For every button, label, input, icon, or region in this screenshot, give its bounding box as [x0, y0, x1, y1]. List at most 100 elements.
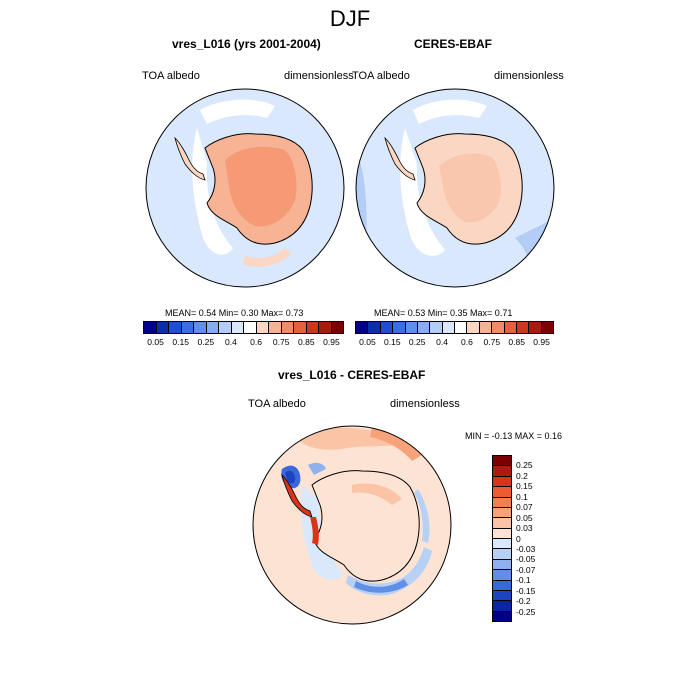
colorbar-swatch — [455, 322, 468, 333]
model-panel-title: vres_L016 (yrs 2001-2004) — [172, 37, 321, 51]
colorbar-swatch — [219, 322, 232, 333]
colorbar-tick-label: 0.75 — [272, 337, 290, 347]
model-sea-ice-north — [200, 99, 275, 124]
colorbar-swatch — [430, 322, 443, 333]
obs-colorbar-ticks: 0.05 0.15 0.25 0.4 0.6 0.75 0.85 0.95 — [355, 337, 554, 349]
model-variable-label: TOA albedo — [142, 70, 200, 82]
colorbar-tick-label: 0.1 — [516, 491, 528, 502]
colorbar-swatch — [281, 322, 294, 333]
colorbar-swatch — [493, 507, 511, 519]
colorbar-swatch — [269, 322, 282, 333]
colorbar-swatch — [529, 322, 542, 333]
colorbar-swatch — [493, 539, 511, 550]
figure-title: DJF — [329, 6, 371, 31]
colorbar-tick-label: 0.85 — [298, 337, 315, 347]
colorbar-swatch — [541, 322, 553, 333]
colorbar-swatch — [417, 322, 431, 333]
colorbar-tick-label: -0.07 — [516, 564, 536, 575]
colorbar-swatch — [156, 322, 169, 333]
colorbar-swatch — [331, 322, 343, 333]
model-map — [145, 88, 345, 288]
colorbar-swatch — [194, 322, 207, 333]
colorbar-swatch — [356, 322, 369, 333]
obs-sea-ice-north — [413, 99, 487, 124]
model-peninsula — [174, 136, 206, 181]
colorbar-tick-label: -0.03 — [516, 543, 536, 554]
colorbar-swatch — [493, 601, 511, 612]
obs-units-label: dimensionless — [494, 70, 564, 82]
colorbar-swatch — [493, 559, 511, 571]
colorbar-tick-label: 0.95 — [323, 337, 340, 347]
colorbar-swatch — [493, 528, 511, 539]
colorbar-swatch — [493, 476, 511, 488]
colorbar-swatch — [368, 322, 381, 333]
diff-negative-ring-core — [354, 579, 408, 593]
colorbar-swatch — [393, 322, 406, 333]
obs-sea-ice-west — [400, 128, 445, 256]
colorbar-tick-label: 0.95 — [533, 337, 550, 347]
diff-panel-title: vres_L016 - CERES-EBAF — [278, 368, 426, 382]
model-sea-ice-south — [243, 248, 291, 267]
diff-stats: MIN = -0.13 MAX = 0.16 — [465, 431, 563, 441]
obs-ice-sheet-core — [439, 153, 501, 223]
colorbar-swatch — [493, 487, 511, 498]
colorbar-swatch — [493, 497, 511, 508]
colorbar-tick-label: -0.15 — [516, 585, 536, 596]
colorbar-tick-label: 0 — [516, 533, 521, 544]
obs-variable-label: TOA albedo — [352, 70, 410, 82]
colorbar-swatch — [493, 590, 511, 602]
colorbar-tick-label: 0.85 — [508, 337, 525, 347]
colorbar-swatch — [256, 322, 269, 333]
colorbar-swatch — [380, 322, 394, 333]
colorbar-swatch — [231, 322, 244, 333]
colorbar-swatch — [442, 322, 455, 333]
diff-peninsula-positive — [281, 473, 313, 518]
colorbar-tick-label: 0.25 — [516, 460, 533, 471]
colorbar-tick-label: 0.05 — [147, 337, 164, 347]
colorbar-swatch — [493, 456, 511, 467]
colorbar-swatch — [169, 322, 182, 333]
colorbar-tick-label: -0.05 — [516, 554, 536, 565]
colorbar-tick-label: -0.2 — [516, 596, 531, 607]
diff-coast-positive — [310, 517, 319, 545]
diff-negative-spot-north — [308, 462, 326, 475]
colorbar-tick-label: -0.1 — [516, 575, 531, 586]
colorbar-tick-label: 0.4 — [225, 337, 237, 347]
model-map-boundary — [145, 88, 345, 288]
colorbar-tick-label: 0.03 — [516, 523, 533, 534]
colorbar-swatch — [493, 518, 511, 529]
diff-colorbar — [492, 455, 512, 622]
colorbar-tick-label: 0.15 — [384, 337, 401, 347]
colorbar-swatch — [144, 322, 157, 333]
colorbar-swatch — [244, 322, 257, 333]
diff-negative-east-band — [414, 489, 430, 543]
diff-positive-northeast — [370, 427, 422, 461]
colorbar-swatch — [467, 322, 480, 333]
obs-panel-title: CERES-EBAF — [414, 37, 493, 51]
colorbar-tick-label: 0.75 — [483, 337, 501, 347]
obs-map — [355, 88, 555, 288]
diff-map-boundary — [252, 425, 452, 625]
diff-variable-label: TOA albedo — [248, 398, 306, 410]
diff-units-label: dimensionless — [390, 398, 460, 410]
model-units-label: dimensionless — [284, 70, 354, 82]
colorbar-swatch — [294, 322, 307, 333]
obs-peninsula — [384, 136, 416, 181]
colorbar-tick-label: 0.15 — [172, 337, 189, 347]
colorbar-tick-label: 0.15 — [516, 481, 533, 492]
obs-colorbar — [355, 321, 554, 334]
diff-negative-ring — [346, 547, 432, 596]
model-colorbar-ticks: 0.05 0.15 0.25 0.4 0.6 0.75 0.85 0.95 — [143, 337, 344, 349]
diff-map — [252, 425, 452, 625]
colorbar-swatch — [504, 322, 517, 333]
colorbar-swatch — [181, 322, 194, 333]
diff-colorbar-ticks: 0.25 0.2 0.15 0.1 0.07 0.05 0.03 0 -0.03 -0.05 -0.… — [516, 455, 556, 622]
colorbar-tick-label: 0.6 — [250, 337, 262, 347]
colorbar-tick-label: 0.05 — [516, 512, 533, 523]
colorbar-swatch — [493, 570, 511, 581]
colorbar-tick-label: 0.07 — [516, 502, 533, 513]
model-colorbar — [143, 321, 344, 334]
colorbar-swatch — [492, 322, 505, 333]
colorbar-tick-label: 0.05 — [359, 337, 376, 347]
colorbar-swatch — [493, 580, 511, 591]
